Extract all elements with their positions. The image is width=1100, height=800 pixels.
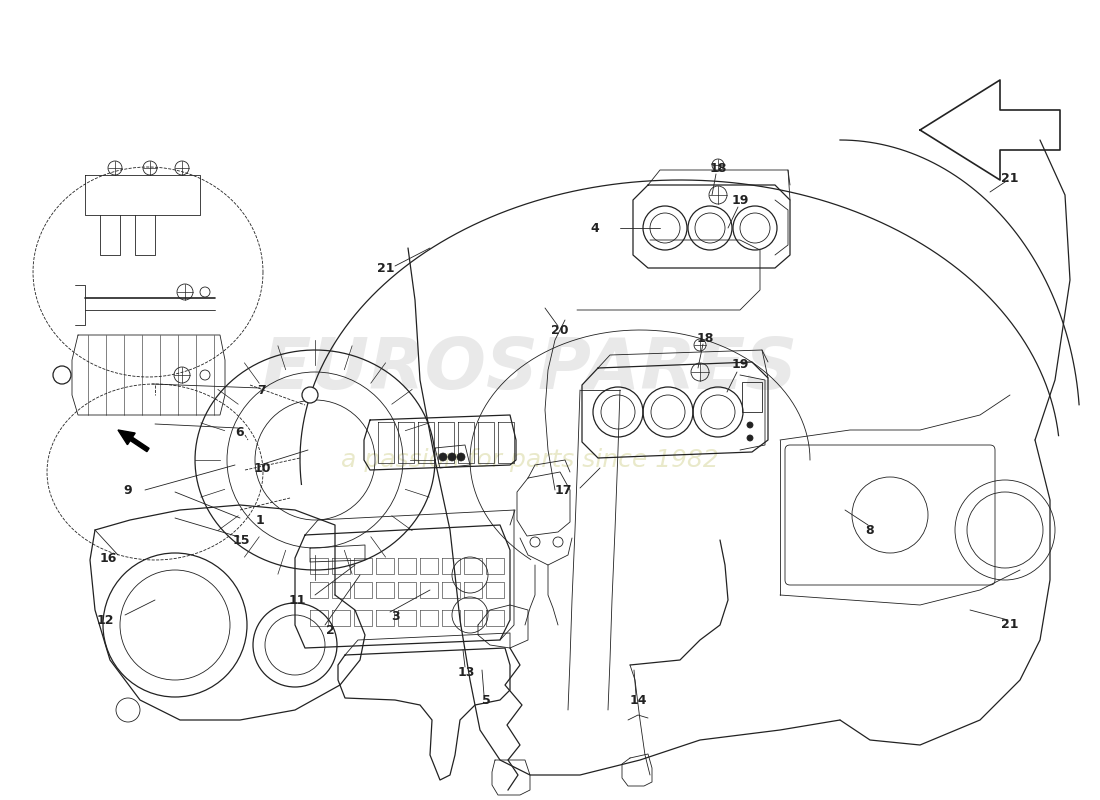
Text: 19: 19	[732, 194, 749, 206]
Bar	[742, 382, 762, 412]
Text: 17: 17	[554, 483, 572, 497]
Text: 21: 21	[1001, 171, 1019, 185]
Circle shape	[448, 453, 456, 461]
Circle shape	[747, 435, 754, 441]
Text: 9: 9	[123, 483, 132, 497]
Text: 3: 3	[390, 610, 399, 623]
Text: a passion for parts since 1982: a passion for parts since 1982	[341, 448, 719, 472]
Text: 2: 2	[326, 623, 334, 637]
Text: 5: 5	[482, 694, 491, 706]
Circle shape	[439, 453, 447, 461]
Text: 1: 1	[255, 514, 264, 526]
Text: 18: 18	[710, 162, 727, 174]
Text: 10: 10	[253, 462, 271, 474]
Text: 4: 4	[591, 222, 600, 234]
FancyArrow shape	[118, 430, 150, 452]
Text: 13: 13	[458, 666, 475, 678]
Text: 6: 6	[235, 426, 244, 438]
Text: 16: 16	[99, 551, 117, 565]
Text: 14: 14	[629, 694, 647, 706]
Text: 15: 15	[232, 534, 250, 546]
Text: 7: 7	[257, 383, 266, 397]
Text: 21: 21	[1001, 618, 1019, 631]
Text: 20: 20	[551, 323, 569, 337]
Text: EUROSPARES: EUROSPARES	[262, 335, 799, 405]
Text: 18: 18	[696, 331, 714, 345]
Text: 12: 12	[97, 614, 113, 626]
Circle shape	[747, 422, 754, 428]
Text: 19: 19	[732, 358, 749, 371]
Text: 8: 8	[866, 523, 874, 537]
Circle shape	[302, 387, 318, 403]
Text: 21: 21	[377, 262, 395, 274]
Circle shape	[456, 453, 465, 461]
Text: 11: 11	[288, 594, 306, 606]
